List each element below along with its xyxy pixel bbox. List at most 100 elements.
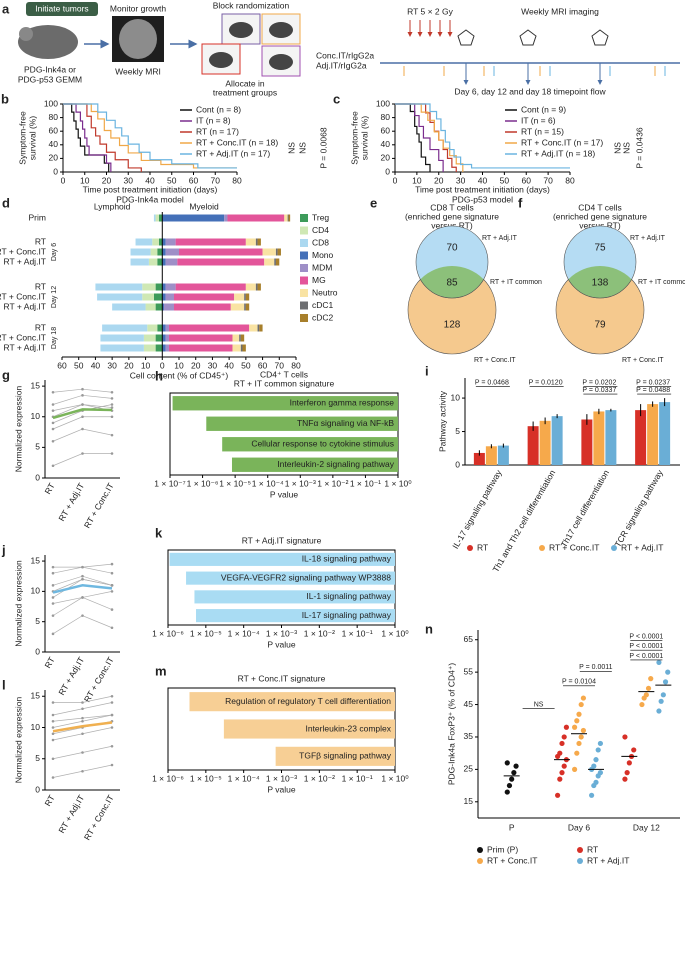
data-point <box>643 692 649 698</box>
x-tick-label: P <box>509 822 515 832</box>
y-tick-label: 0 <box>35 472 40 482</box>
data-point <box>580 727 587 734</box>
gene-point <box>81 769 84 773</box>
gene-point <box>81 574 84 578</box>
bar-segment <box>165 248 179 256</box>
treatment-label: Conc.IT/rIgG2a <box>316 50 374 60</box>
legend-swatch <box>300 314 308 322</box>
panel-title: RT + Conc.IT signature <box>238 673 326 683</box>
panel-letter: m <box>155 663 167 678</box>
gene-point <box>110 626 114 630</box>
row-label: RT <box>35 281 46 291</box>
panel-letter: d <box>2 195 10 210</box>
button-shape <box>26 2 98 16</box>
x-tick-label: 1 × 10⁻⁴ <box>252 478 284 488</box>
bar-segment <box>277 248 281 256</box>
data-point <box>559 740 565 747</box>
x-tick-label: 1 × 10⁻² <box>317 478 348 488</box>
legend-swatch <box>577 847 583 853</box>
panel-title: RT + IT common signature <box>234 378 335 388</box>
gene-point <box>110 452 114 455</box>
panel-letter: b <box>1 91 9 106</box>
data-point <box>563 724 570 730</box>
x-tick-label: RT + Adj.IT <box>56 793 86 835</box>
data-point <box>557 776 563 782</box>
x-tick-label: 1 × 10⁻¹ <box>342 628 373 638</box>
gene-point <box>81 707 84 711</box>
gene-point <box>81 387 84 391</box>
bar-segment <box>130 258 149 266</box>
bar <box>223 719 395 739</box>
legend-swatch <box>539 545 545 551</box>
data-point <box>591 763 597 769</box>
gene-point <box>81 577 84 581</box>
bar-segment <box>97 293 143 301</box>
bar <box>551 416 563 465</box>
venn-count: 79 <box>594 320 606 331</box>
y-tick-label: 0 <box>35 784 40 794</box>
y-tick-label: 10 <box>31 411 41 421</box>
bar-segment <box>100 334 144 342</box>
data-point <box>559 770 565 776</box>
bar-segment <box>130 248 151 256</box>
mri-brain <box>119 19 157 59</box>
bar-segment <box>259 324 263 332</box>
bar-segment <box>165 283 176 291</box>
gene-point <box>51 565 55 569</box>
bar <box>189 692 395 712</box>
bar-segment <box>162 324 166 332</box>
bar-segment <box>145 303 156 311</box>
panel-title: RT + Adj.IT signature <box>242 535 322 545</box>
gene-point <box>51 584 55 587</box>
treatment-label: Adj.IT/rIgG2a <box>316 60 367 70</box>
x-tick-label: 1 × 10⁻⁵ <box>219 478 251 488</box>
bar-segment <box>165 293 174 301</box>
bar <box>635 410 647 465</box>
venn-overlap <box>415 266 489 299</box>
panel-letter: a <box>2 1 10 16</box>
survival-curve <box>395 103 431 172</box>
data-point <box>574 750 580 756</box>
x-tick-label: 10 <box>141 360 151 370</box>
stat-annotation: NS <box>297 142 307 154</box>
x-tick-label: 1 × 10⁰ <box>381 628 409 638</box>
gene-point <box>51 390 55 394</box>
bar-segment <box>165 334 169 342</box>
y-tick-label: 20 <box>381 153 391 163</box>
legend-label: IT (n = 8) <box>196 115 231 125</box>
y-axis-title: Normalized expression <box>13 560 23 647</box>
y-tick-label: 0 <box>53 166 58 176</box>
x-tick-label: 50 <box>500 175 510 185</box>
legend-label: MG <box>312 275 326 285</box>
data-point <box>504 760 510 766</box>
bar-segment <box>155 344 163 352</box>
step-label: RT 5 × 2 Gy <box>407 6 453 16</box>
bar <box>659 402 671 465</box>
bar <box>605 410 617 465</box>
bar-segment <box>95 283 143 291</box>
bar <box>593 411 605 465</box>
x-tick-label: 1 × 10⁻¹ <box>350 478 381 488</box>
x-tick-label: 80 <box>565 175 575 185</box>
data-point <box>572 766 578 772</box>
data-point <box>578 734 584 740</box>
legend-swatch <box>300 226 308 235</box>
bar <box>172 396 398 411</box>
stat-annotation: P = 0.0068 <box>318 127 328 168</box>
panel-letter: k <box>155 525 163 540</box>
panel-title: versus RT) <box>431 220 473 230</box>
venn-set-label: RT + Conc.IT <box>622 357 664 364</box>
x-tick-label: 1 × 10⁻³ <box>266 628 297 638</box>
bar-segment <box>274 258 276 266</box>
gene-point <box>110 571 114 575</box>
mean-line <box>52 408 113 420</box>
step-label: Block randomization <box>213 0 290 10</box>
x-tick-label: 60 <box>258 360 268 370</box>
legend-label: MDM <box>312 262 332 272</box>
x-tick-label: RT + Conc.IT <box>82 793 116 842</box>
row-label: Prim <box>29 212 46 222</box>
gene-point <box>110 726 114 729</box>
bar <box>497 445 509 465</box>
bar-segment <box>162 214 225 222</box>
x-axis-title: Time post treatment initiation (days) <box>415 184 550 194</box>
